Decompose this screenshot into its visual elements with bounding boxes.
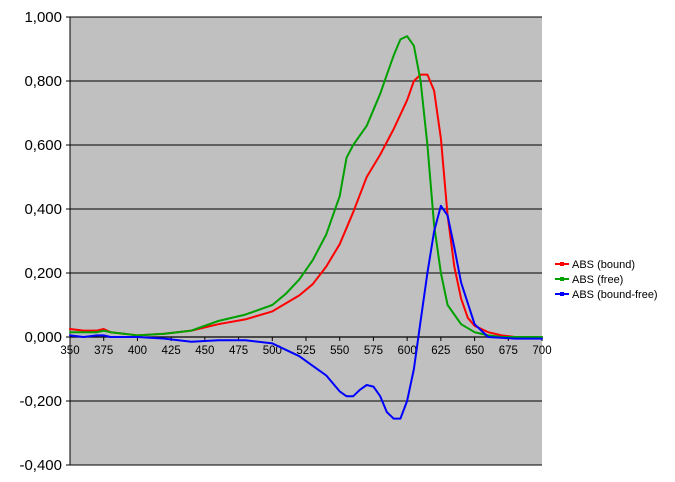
data-series bbox=[69, 35, 543, 420]
x-tick-label: 550 bbox=[330, 345, 349, 357]
legend-marker bbox=[560, 262, 564, 266]
series-line-bound-free bbox=[69, 204, 543, 420]
y-tick-label: 0,200 bbox=[24, 265, 62, 282]
x-tick-label: 450 bbox=[195, 345, 214, 357]
x-tick-label: 500 bbox=[263, 345, 282, 357]
x-tick-label: 675 bbox=[499, 345, 518, 357]
y-tick-label: 1,000 bbox=[24, 9, 62, 26]
x-tick-label: 375 bbox=[94, 345, 113, 357]
x-tick-label: 525 bbox=[296, 345, 315, 357]
legend-marker bbox=[560, 277, 564, 281]
legend: ABS (bound) ABS (free) ABS (bound-free) bbox=[555, 259, 658, 301]
y-tick-label: -0,200 bbox=[19, 393, 62, 410]
x-tick-label: 425 bbox=[162, 345, 181, 357]
x-tick-label: 350 bbox=[60, 345, 79, 357]
legend-label: ABS (free) bbox=[572, 274, 623, 286]
plot-area-background bbox=[70, 17, 542, 465]
y-tick-label: 0,600 bbox=[24, 137, 62, 154]
y-axis-tick-labels: -0,400 -0,200 0,000 0,200 0,400 0,600 0,800 1,0… bbox=[19, 9, 62, 474]
series-line-free bbox=[69, 35, 543, 338]
x-tick-label: 700 bbox=[532, 345, 551, 357]
x-tick-label: 575 bbox=[364, 345, 383, 357]
legend-label: ABS (bound) bbox=[572, 259, 635, 271]
y-tick-label: 0,000 bbox=[24, 329, 62, 346]
x-tick-label: 650 bbox=[465, 345, 484, 357]
y-tick-label: -0,400 bbox=[19, 457, 62, 474]
x-tick-label: 625 bbox=[431, 345, 450, 357]
y-tick-label: 0,800 bbox=[24, 73, 62, 90]
x-tick-label: 600 bbox=[398, 345, 417, 357]
x-tick-label: 475 bbox=[229, 345, 248, 357]
legend-label: ABS (bound-free) bbox=[572, 289, 658, 301]
y-tick-label: 0,400 bbox=[24, 201, 62, 218]
legend-marker bbox=[560, 292, 564, 296]
x-tick-label: 400 bbox=[128, 345, 147, 357]
x-axis-tick-labels: 350 375 400 425 450 475 500 525 550 575 600 625 650 6… bbox=[60, 345, 551, 357]
